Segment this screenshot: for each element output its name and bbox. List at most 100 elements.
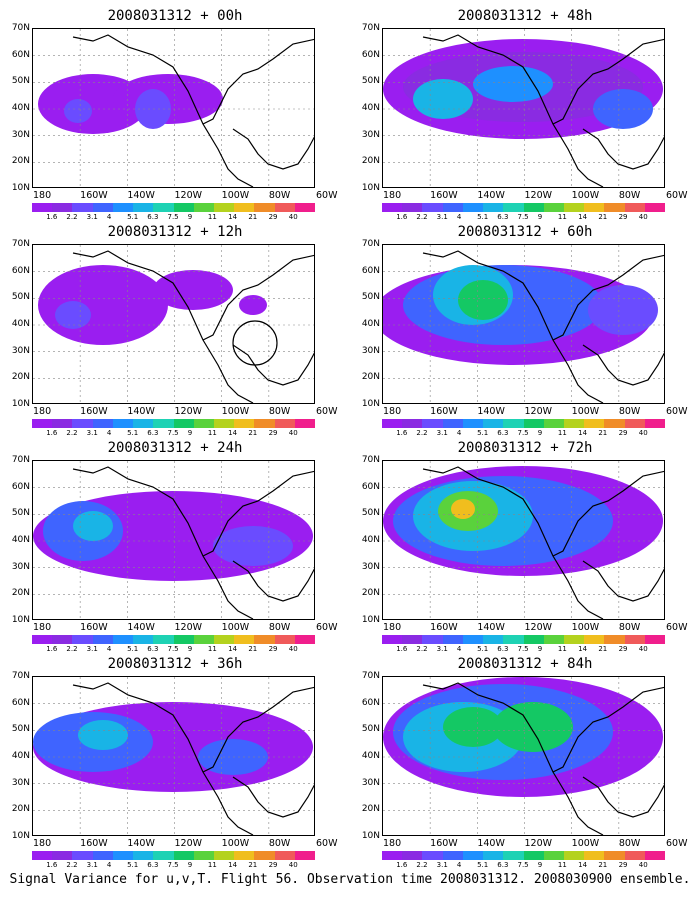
colorbar-label: 11 (207, 645, 217, 653)
variance-contour (213, 526, 293, 566)
lat-tick-label: 60N (361, 697, 380, 708)
colorbar-label: 5.1 (477, 645, 489, 653)
colorbar-swatch (173, 203, 194, 212)
lon-tick-label: 180 (383, 838, 402, 849)
map-plot-area (382, 676, 665, 836)
variance-map (383, 245, 664, 403)
colorbar-swatch (442, 203, 463, 212)
map-panel: 2008031312 + 72h 70N 60N 50N 40N 30N 20N 10N 180… (350, 436, 700, 653)
colorbar-label: 2.2 (416, 861, 428, 869)
colorbar (32, 635, 316, 644)
colorbar-swatch (193, 851, 214, 860)
colorbar-label: 1.6 (396, 429, 408, 437)
colorbar-swatch (274, 203, 295, 212)
lon-tick-label: 80W (268, 622, 291, 633)
lon-tick-label: 140W (127, 622, 155, 633)
colorbar (382, 419, 666, 428)
colorbar-swatch (254, 851, 275, 860)
colorbar-label: 6.3 (497, 861, 509, 869)
colorbar-swatch (584, 635, 605, 644)
lat-tick-label: 60N (11, 481, 30, 492)
panel-title: 2008031312 + 60h (457, 224, 593, 240)
colorbar-label: 4 (456, 861, 462, 869)
colorbar-swatch (52, 203, 73, 212)
colorbar-label: 7.5 (167, 429, 179, 437)
colorbar-label: 11 (557, 861, 567, 869)
colorbar-label: 2.2 (416, 429, 428, 437)
colorbar-swatch (503, 635, 524, 644)
colorbar-label: 3.1 (436, 213, 448, 221)
colorbar-label: 9 (187, 645, 193, 653)
panel-title: 2008031312 + 84h (457, 656, 593, 672)
colorbar-label: 3.1 (436, 429, 448, 437)
colorbar-label: 5.1 (127, 429, 139, 437)
lat-tick-label: 50N (11, 724, 30, 735)
coastline-outline (72, 250, 314, 403)
colorbar-swatch (543, 851, 564, 860)
lon-tick-label: 80W (618, 406, 641, 417)
colorbar-label: 4 (106, 861, 112, 869)
lon-tick-label: 120W (524, 838, 553, 849)
colorbar-swatch (523, 203, 544, 212)
colorbar-label: 40 (638, 645, 648, 653)
map-plot-area (32, 28, 315, 188)
lat-tick-label: 30N (11, 561, 30, 572)
lat-tick-label: 60N (11, 265, 30, 276)
colorbar-swatch (274, 635, 295, 644)
lat-tick-label: 10N (11, 615, 30, 625)
colorbar-swatch (52, 419, 73, 428)
variance-map (383, 29, 664, 187)
lon-tick-label: 100W (571, 838, 600, 849)
colorbar-swatch (254, 203, 275, 212)
colorbar-label: 6.3 (497, 429, 509, 437)
colorbar-swatch (112, 419, 134, 428)
lon-tick-label: 160W (80, 622, 108, 633)
lon-tick-label: 160W (80, 190, 108, 201)
colorbar-label: 7.5 (517, 645, 529, 653)
colorbar-swatch (422, 851, 443, 860)
colorbar-label: 11 (557, 645, 567, 653)
lat-tick-label: 50N (361, 508, 380, 519)
colorbar-swatch (563, 851, 585, 860)
colorbar-label: 40 (638, 429, 648, 437)
colorbar-swatch (644, 851, 666, 860)
map-panel: 2008031312 + 60h 70N 60N 50N 40N 30N 20N 10N 180… (350, 220, 700, 437)
lat-tick-label: 30N (11, 345, 30, 356)
colorbar-swatch (584, 203, 605, 212)
colorbar-label: 9 (537, 429, 543, 437)
lat-tick-label: 40N (11, 751, 30, 761)
colorbar-swatch (173, 635, 194, 644)
colorbar-swatch (382, 419, 403, 428)
lon-tick-label: 120W (524, 190, 553, 201)
colorbar-labels: 1.6 2.2 3.1 4 5.1 6.3 7.5 9 11 14 21 29 40 (32, 429, 315, 438)
colorbar-label: 40 (288, 213, 298, 221)
variance-contour (473, 66, 553, 102)
lat-tick-label: 10N (11, 831, 30, 841)
variance-contour (588, 285, 658, 335)
colorbar-label: 29 (268, 429, 278, 437)
colorbar-label: 29 (268, 645, 278, 653)
colorbar-label: 11 (557, 429, 567, 437)
colorbar-swatch (32, 419, 53, 428)
colorbar-label: 3.1 (86, 213, 98, 221)
colorbar-swatch (173, 419, 194, 428)
colorbar-swatch (563, 419, 585, 428)
colorbar-label: 14 (578, 645, 588, 653)
colorbar-swatch (523, 635, 544, 644)
colorbar-label: 1.6 (46, 213, 58, 221)
colorbar-swatch (462, 635, 484, 644)
colorbar-label: 3.1 (436, 645, 448, 653)
lat-tick-label: 70N (11, 455, 30, 465)
colorbar-label: 40 (288, 861, 298, 869)
colorbar-label: 7.5 (167, 861, 179, 869)
colorbar-label: 4 (456, 429, 462, 437)
colorbar-swatch (294, 851, 316, 860)
colorbar-swatch (234, 203, 255, 212)
lat-tick-label: 50N (11, 508, 30, 519)
colorbar-swatch (422, 635, 443, 644)
lon-tick-label: 100W (571, 190, 600, 201)
colorbar-swatch (422, 419, 443, 428)
variance-contour (153, 270, 233, 310)
colorbar-label: 7.5 (167, 213, 179, 221)
lon-tick-label: 120W (174, 406, 203, 417)
